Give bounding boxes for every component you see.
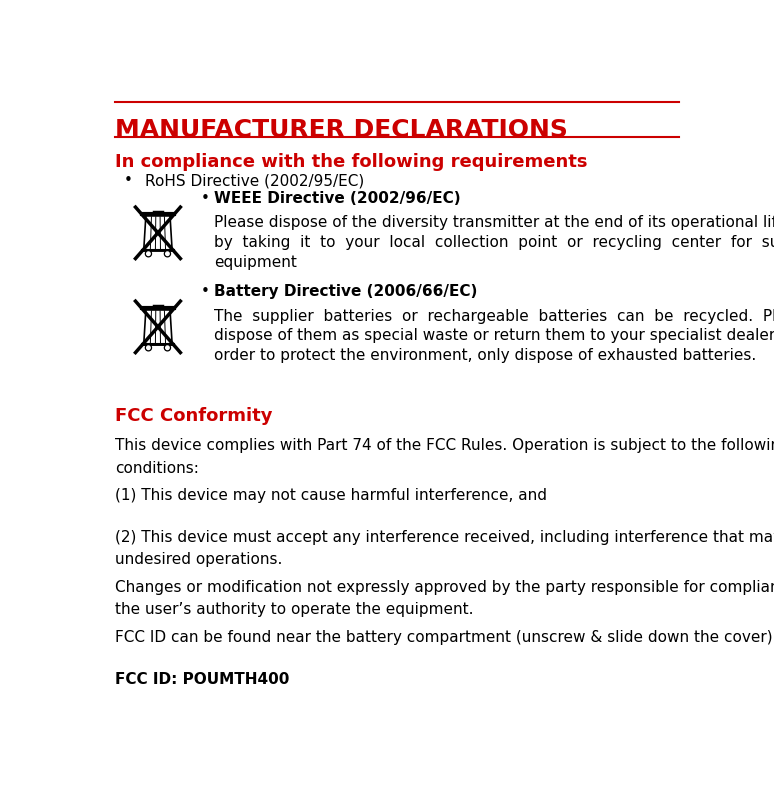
Text: order to protect the environment, only dispose of exhausted batteries.: order to protect the environment, only d… [214, 348, 756, 363]
Text: Battery Directive (2006/66/EC): Battery Directive (2006/66/EC) [214, 285, 477, 300]
Text: (1) This device may not cause harmful interference, and: (1) This device may not cause harmful in… [115, 488, 546, 504]
Text: FCC Conformity: FCC Conformity [115, 407, 272, 424]
Text: FCC ID: POUMTH400: FCC ID: POUMTH400 [115, 672, 289, 687]
Text: by  taking  it  to  your  local  collection  point  or  recycling  center  for  : by taking it to your local collection po… [214, 235, 774, 250]
Circle shape [146, 345, 152, 351]
Polygon shape [144, 310, 172, 345]
Text: FCC ID can be found near the battery compartment (unscrew & slide down the cover: FCC ID can be found near the battery com… [115, 630, 774, 645]
Circle shape [147, 346, 150, 350]
Circle shape [146, 251, 152, 257]
Text: equipment: equipment [214, 255, 296, 270]
Text: In compliance with the following requirements: In compliance with the following require… [115, 153, 587, 171]
Text: WEEE Directive (2002/96/EC): WEEE Directive (2002/96/EC) [214, 191, 461, 206]
Circle shape [166, 346, 170, 350]
Text: MANUFACTURER DECLARATIONS: MANUFACTURER DECLARATIONS [115, 117, 567, 142]
Text: Changes or modification not expressly approved by the party responsible for comp: Changes or modification not expressly ap… [115, 580, 774, 617]
Text: This device complies with Part 74 of the FCC Rules. Operation is subject to the : This device complies with Part 74 of the… [115, 439, 774, 476]
Text: (2) This device must accept any interference received, including interference th: (2) This device must accept any interfer… [115, 530, 774, 567]
Circle shape [166, 252, 170, 255]
Circle shape [164, 345, 170, 351]
Circle shape [164, 251, 170, 257]
Text: Please dispose of the diversity transmitter at the end of its operational lifeti: Please dispose of the diversity transmit… [214, 216, 774, 231]
Polygon shape [144, 216, 172, 251]
Circle shape [147, 252, 150, 255]
Text: •: • [200, 191, 210, 206]
Text: dispose of them as special waste or return them to your specialist dealer. In: dispose of them as special waste or retu… [214, 328, 774, 343]
Text: •: • [124, 174, 132, 188]
Text: •: • [200, 285, 210, 300]
Text: The  supplier  batteries  or  rechargeable  batteries  can  be  recycled.  Pleas: The supplier batteries or rechargeable b… [214, 309, 774, 324]
Text: RoHS Directive (2002/95/EC): RoHS Directive (2002/95/EC) [145, 174, 364, 188]
